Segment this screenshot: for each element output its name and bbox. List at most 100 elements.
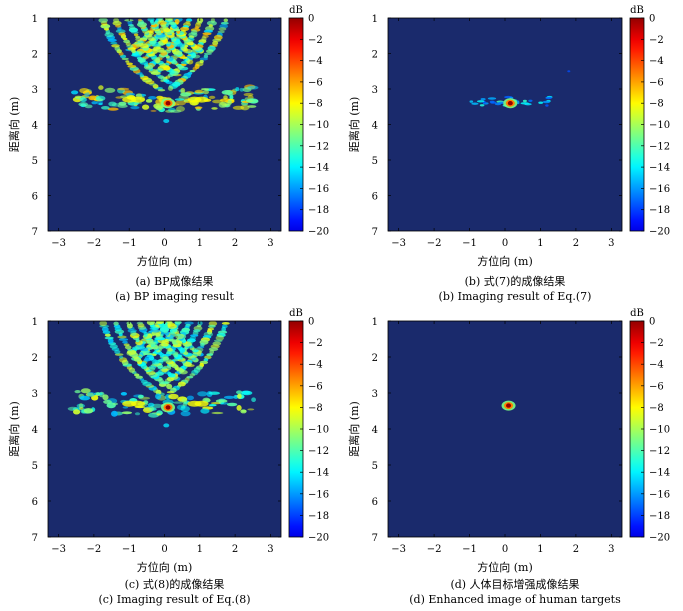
plot-area [388, 321, 622, 537]
y-tick-label: 3 [32, 389, 38, 400]
y-tick-label: 6 [32, 497, 38, 508]
y-tick-label: 4 [372, 425, 378, 436]
x-axis-label: 方位向 (m) [477, 560, 533, 574]
colorbar-tick-label: −10 [649, 425, 670, 436]
y-tick-label: 7 [372, 533, 378, 544]
colorbar-tick-label: −14 [308, 163, 329, 174]
target-peak [165, 405, 171, 410]
x-axis-label: 方位向 (m) [137, 560, 193, 574]
y-tick-label: 2 [32, 353, 38, 364]
y-tick-label: 5 [32, 156, 38, 167]
y-tick-label: 6 [32, 192, 38, 203]
y-tick-label: 5 [32, 461, 38, 472]
y-tick-label: 7 [32, 227, 38, 238]
colorbar-tick-label: −8 [649, 99, 664, 110]
colorbar-tick-label: −2 [308, 35, 323, 46]
plot-area [388, 18, 622, 231]
heatmap-image [501, 400, 516, 411]
colorbar-tick-label: −20 [308, 227, 329, 238]
target-peak [507, 101, 513, 106]
x-tick-label: 2 [573, 238, 579, 249]
colorbar: dB 0 −2 −4 −6 −8 −10 −12 −14 −16 −18 −20 [288, 308, 329, 544]
x-tick-label: 0 [502, 544, 508, 555]
colorbar-unit: dB [630, 5, 644, 16]
caption-en: (c) Imaging result of Eq.(8) [98, 593, 250, 606]
x-tick-label: −3 [391, 544, 406, 555]
x-tick-label: 1 [537, 544, 543, 555]
x-tick-label: −3 [391, 238, 406, 249]
colorbar: dB 0 −2 −4 −6 −8 −10 −12 −14 −16 −18 −20 [288, 5, 329, 238]
x-tick-label: 1 [537, 238, 543, 249]
heatmap-image [469, 70, 571, 109]
colorbar-tick-label: −12 [649, 446, 670, 457]
y-tick-label: 5 [372, 461, 378, 472]
colorbar-tick-label: −6 [649, 381, 664, 392]
caption-cn: (c) 式(8)的成像结果 [125, 577, 225, 591]
colorbar-tick-label: 0 [308, 317, 314, 328]
colorbar-tick-label: −18 [649, 205, 670, 216]
x-tick-label: 2 [232, 544, 238, 555]
colorbar-unit: dB [289, 308, 303, 319]
y-axis-label: 距离向 (m) [7, 401, 21, 457]
x-tick-label: 1 [197, 238, 203, 249]
colorbar-unit: dB [630, 308, 644, 319]
colorbar-tick-label: −14 [308, 468, 329, 479]
colorbar-tick-label: −16 [649, 489, 670, 500]
colorbar-tick-label: −12 [308, 141, 329, 152]
x-tick-label: 0 [161, 544, 167, 555]
caption-cn: (d) 人体目标增强成像结果 [450, 577, 579, 591]
x-tick-label: 2 [573, 544, 579, 555]
x-tick-label: 0 [161, 238, 167, 249]
colorbar-tick-label: −4 [308, 360, 323, 371]
colorbar-tick-label: −16 [649, 184, 670, 195]
colorbar-tick-label: −2 [649, 338, 664, 349]
colorbar-tick-label: −14 [649, 468, 670, 479]
colorbar-tick-label: −12 [649, 141, 670, 152]
colorbar-tick-label: −2 [308, 338, 323, 349]
caption-en: (a) BP imaging result [115, 290, 234, 303]
caption-cn: (b) 式(7)的成像结果 [465, 274, 566, 288]
y-tick-label: 6 [372, 192, 378, 203]
colorbar-tick-label: −20 [649, 227, 670, 238]
x-tick-label: −2 [87, 238, 102, 249]
x-tick-label: −1 [462, 544, 477, 555]
colorbar-tick-label: −18 [649, 511, 670, 522]
x-tick-label: 3 [267, 238, 273, 249]
x-tick-label: 3 [608, 544, 614, 555]
heatmap-image [71, 18, 259, 123]
colorbar-unit: dB [289, 5, 303, 16]
y-tick-label: 1 [372, 317, 378, 328]
caption-en: (b) Imaging result of Eq.(7) [439, 290, 592, 303]
x-tick-label: −1 [462, 238, 477, 249]
y-tick-label: 7 [32, 533, 38, 544]
y-tick-label: 2 [372, 50, 378, 61]
colorbar-tick-label: −6 [308, 77, 323, 88]
y-tick-label: 6 [372, 497, 378, 508]
colorbar-tick-label: 0 [649, 317, 655, 328]
y-tick-label: 2 [372, 353, 378, 364]
colorbar-tick-label: −4 [649, 360, 664, 371]
y-tick-label: 4 [372, 121, 378, 132]
colorbar-tick-label: −6 [649, 77, 664, 88]
colorbar-tick-label: −20 [649, 533, 670, 544]
x-tick-label: 3 [267, 544, 273, 555]
colorbar-tick-label: 0 [649, 14, 655, 25]
colorbar-tick-label: −10 [308, 120, 329, 131]
colorbar: dB 0 −2 −4 −6 −8 −10 −12 −14 −16 −18 −20 [629, 308, 670, 544]
x-tick-label: 2 [232, 238, 238, 249]
y-tick-label: 3 [372, 85, 378, 96]
x-tick-label: −3 [51, 544, 66, 555]
y-tick-label: 1 [32, 317, 38, 328]
colorbar-tick-label: −4 [308, 56, 323, 67]
caption-cn: (a) BP成像结果 [135, 275, 213, 288]
x-tick-label: −2 [87, 544, 102, 555]
y-tick-label: 2 [32, 50, 38, 61]
heatmap-image [67, 321, 256, 428]
colorbar-tick-label: −2 [649, 35, 664, 46]
x-axis-label: 方位向 (m) [137, 254, 193, 268]
colorbar-tick-label: −10 [649, 120, 670, 131]
